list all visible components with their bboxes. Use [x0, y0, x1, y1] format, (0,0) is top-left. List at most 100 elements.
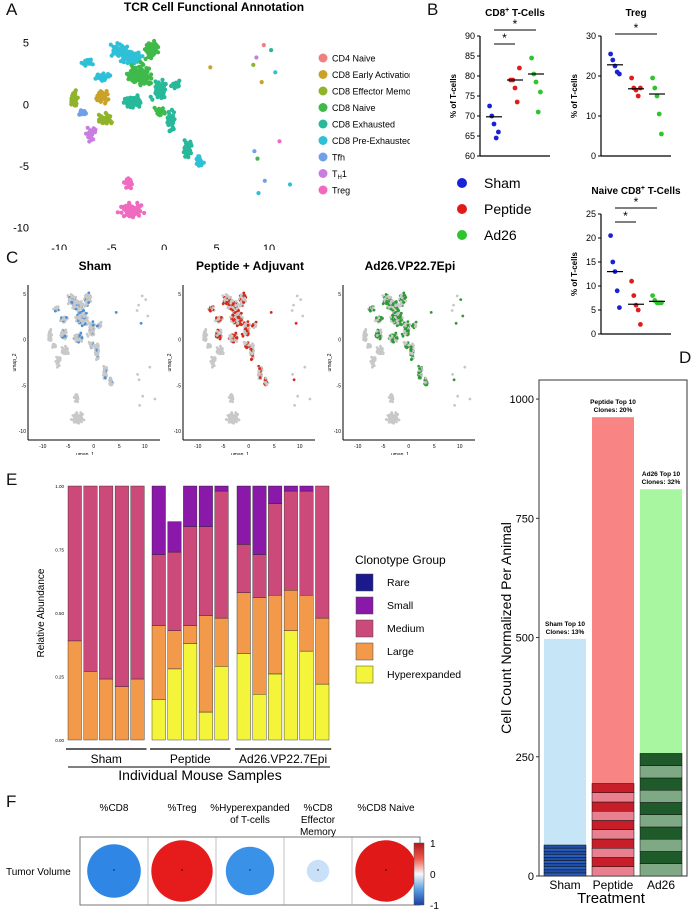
cell-point: [103, 367, 107, 370]
cell-point: [377, 316, 381, 320]
bar-segment: [198, 485, 213, 527]
legend-swatch: [457, 204, 467, 214]
correlation-circle: [355, 840, 417, 902]
cell-point: [211, 358, 215, 361]
data-point: [608, 233, 613, 239]
cell-point: [60, 351, 64, 354]
scale-tick-label: -1: [430, 901, 439, 910]
cell-point: [172, 117, 177, 122]
cell-point: [211, 306, 215, 309]
cell-point: [208, 65, 213, 70]
cell-point: [451, 373, 454, 376]
cell-point: [207, 344, 210, 347]
top-clone-segment: [639, 838, 683, 852]
subplot-title: Ad26.VP22.7Epi: [365, 259, 456, 273]
cell-point: [259, 80, 264, 85]
cell-point: [103, 376, 107, 379]
legend-item: CD8 Effector Memory: [318, 86, 410, 97]
cell-point: [398, 322, 402, 326]
cell-point: [215, 346, 219, 349]
bar-segment: [99, 485, 114, 680]
legend-swatch: [355, 642, 374, 661]
plot-title: Treg: [625, 8, 646, 19]
cell-point: [54, 309, 57, 313]
cell-point: [455, 294, 459, 298]
bar-segment: [283, 630, 298, 741]
legend-item: Tfh: [318, 152, 345, 163]
cell-point: [401, 334, 405, 338]
cell-point: [251, 342, 254, 346]
cell-point: [410, 358, 413, 361]
cell-point: [73, 336, 77, 340]
cell-point: [133, 74, 138, 79]
cell-point: [98, 325, 102, 328]
cell-point: [299, 298, 303, 301]
cell-point: [257, 369, 261, 373]
y-tick-label: 1.00: [55, 484, 64, 489]
y-tick-label: 20: [586, 71, 596, 81]
x-tick-label: 10: [263, 243, 275, 250]
cell-point: [48, 335, 51, 338]
cell-point: [94, 345, 98, 349]
data-point: [629, 278, 634, 284]
correlation-circle: [87, 844, 141, 898]
panel-a-umap: TCR Cell Functional Annotation -10 -5 0 5 10…: [13, 0, 410, 250]
cell-point: [392, 415, 396, 418]
cell-point: [75, 398, 79, 401]
y-tick-label: -5: [337, 383, 342, 389]
cell-point: [153, 41, 158, 47]
cell-point: [402, 301, 406, 304]
cell-point: [83, 63, 88, 68]
significance-star: *: [623, 209, 628, 223]
significance-star: *: [634, 195, 639, 209]
cell-point: [399, 293, 403, 296]
cell-point: [103, 101, 108, 106]
y-tick-label: 250: [516, 752, 534, 764]
cell-point: [218, 349, 221, 353]
cell-point: [461, 314, 465, 318]
cell-point: [99, 322, 102, 326]
cell-point: [59, 319, 62, 323]
cell-point: [82, 315, 86, 319]
cell-point: [86, 132, 91, 137]
panel-a-point-cloud: [69, 38, 293, 220]
cell-point: [110, 383, 114, 387]
legend-item: CD8 Naive: [318, 103, 376, 113]
cell-point: [169, 83, 174, 88]
legend-swatch: [355, 573, 374, 592]
cell-point: [375, 346, 379, 349]
data-point: [514, 99, 520, 105]
cell-point: [425, 383, 429, 387]
x-tick-label: -5: [221, 444, 226, 450]
cell-point: [145, 76, 150, 81]
x-axis-label: Treatment: [577, 890, 646, 907]
cell-point: [124, 71, 129, 76]
cell-point: [84, 293, 88, 296]
cell-point: [391, 400, 394, 404]
y-tick-label: 0: [23, 338, 26, 344]
cell-point: [105, 92, 110, 97]
cell-point: [215, 351, 219, 354]
cell-point: [175, 84, 180, 89]
data-point: [608, 51, 613, 57]
bar-segment: [315, 683, 330, 741]
significance-star: *: [634, 21, 639, 35]
cell-point: [292, 303, 295, 307]
cell-point: [239, 300, 243, 304]
cell-point: [230, 412, 234, 415]
cell-point: [387, 420, 391, 424]
cell-point: [378, 349, 381, 353]
bar-annotation: Clones: 20%: [594, 407, 633, 414]
data-point: [656, 111, 662, 117]
cell-point: [84, 319, 88, 322]
cell-point: [88, 322, 92, 326]
cell-point: [184, 141, 189, 146]
cell-point: [390, 414, 394, 418]
cell-point: [138, 60, 143, 65]
cell-point: [429, 311, 433, 314]
cell-point: [277, 139, 282, 144]
cell-point: [95, 358, 98, 361]
x-tick-label: Peptide: [593, 878, 634, 892]
bar-segment: [283, 485, 298, 492]
bar-segment: [214, 666, 229, 741]
